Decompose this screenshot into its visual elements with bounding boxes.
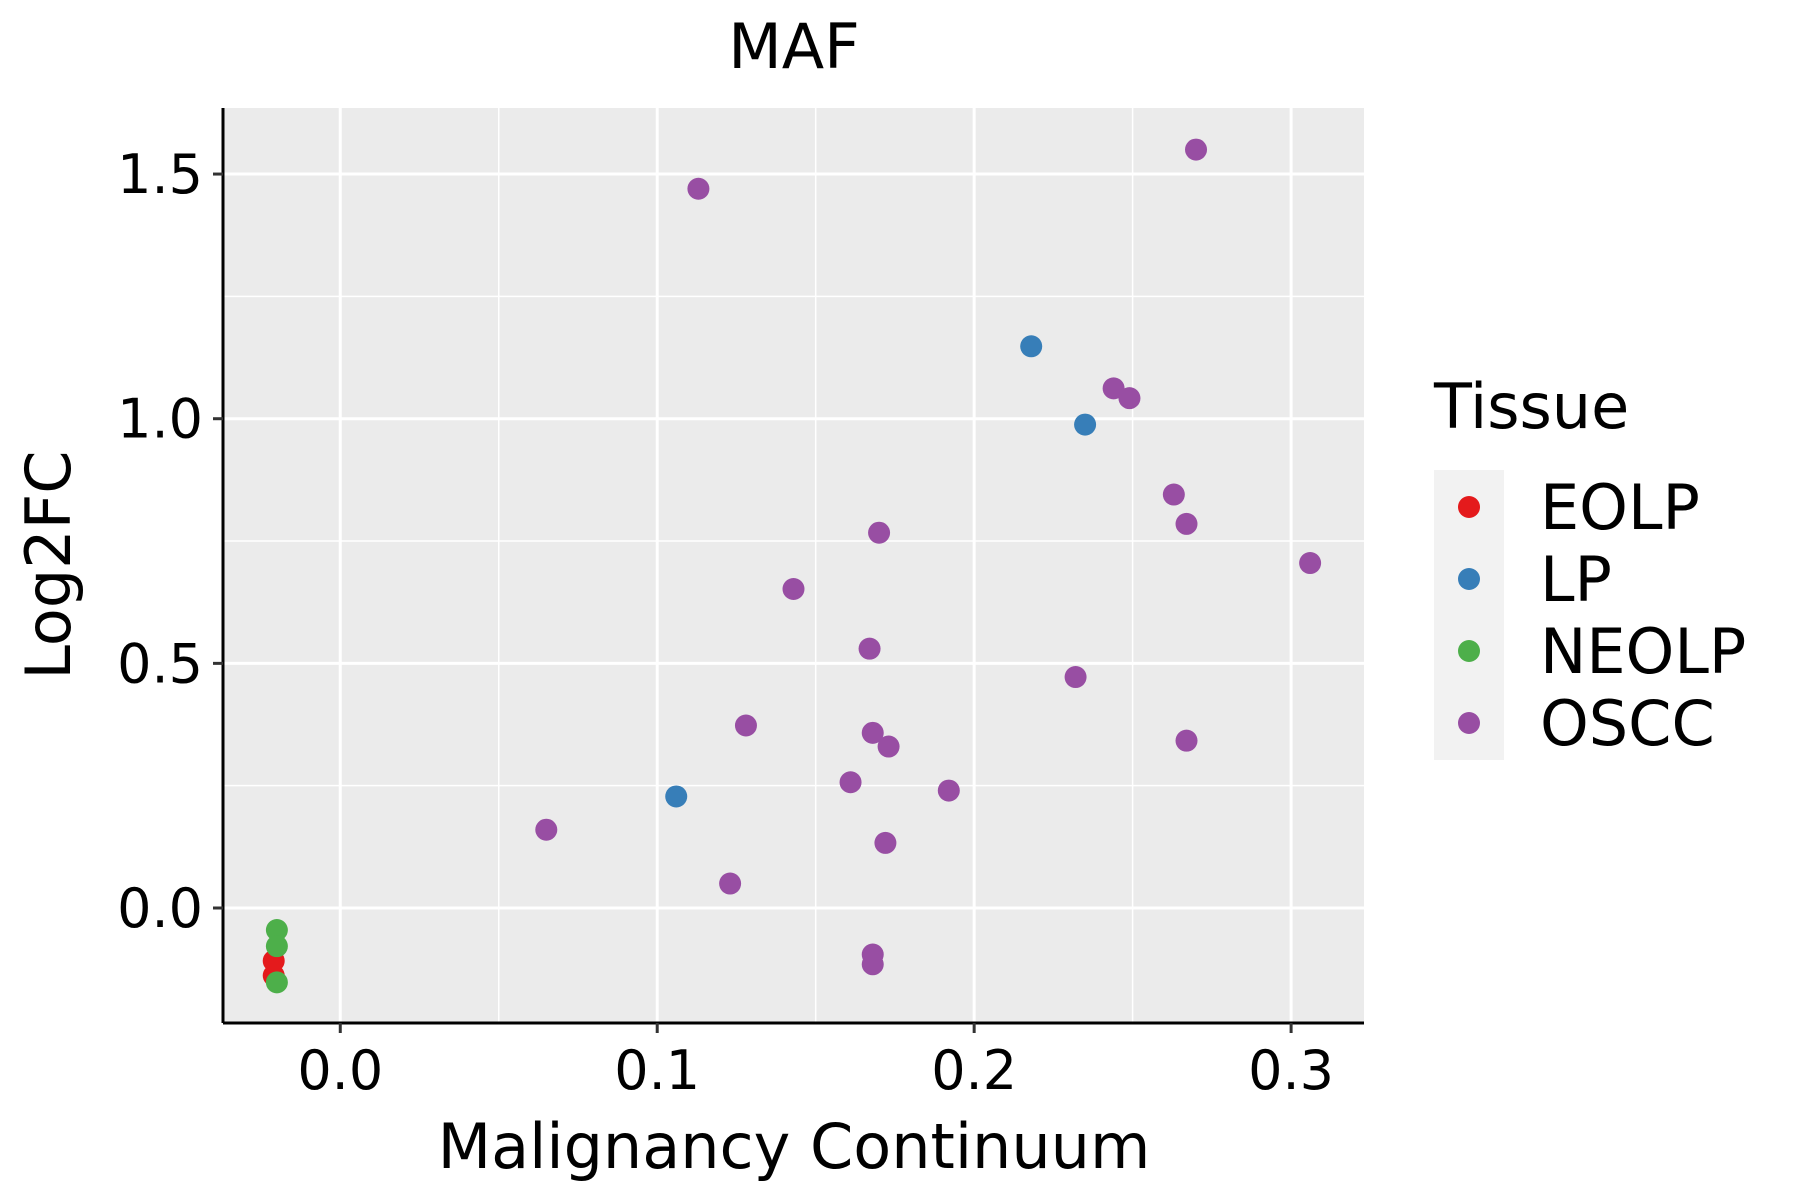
legend-key-eolp xyxy=(1458,496,1480,518)
point-oscc xyxy=(1175,512,1198,535)
legend-label-oscc: OSCC xyxy=(1540,687,1715,760)
x-tick-label: 0.1 xyxy=(614,1039,700,1102)
chart-title: MAF xyxy=(728,10,860,83)
point-oscc xyxy=(1162,483,1185,506)
point-lp xyxy=(1020,335,1043,358)
minor-gridlines xyxy=(223,108,1364,1023)
legend-key-oscc xyxy=(1458,712,1480,734)
point-oscc xyxy=(535,818,558,841)
y-axis-title: Log2FC xyxy=(12,450,85,679)
point-oscc xyxy=(937,779,960,802)
point-neolp xyxy=(265,971,288,994)
point-oscc xyxy=(868,521,891,544)
point-oscc xyxy=(782,577,805,600)
point-oscc xyxy=(1064,666,1087,689)
point-lp xyxy=(1074,413,1097,436)
legend-key-background xyxy=(1434,470,1504,760)
legend-label-neolp: NEOLP xyxy=(1540,615,1746,688)
y-tick-label: 1.5 xyxy=(117,143,203,206)
x-tick-label: 0.3 xyxy=(1248,1039,1334,1102)
y-tick-label: 0.0 xyxy=(117,877,203,940)
point-oscc xyxy=(874,831,897,854)
x-axis-title: Malignancy Continuum xyxy=(438,1110,1151,1183)
y-tick-label: 0.5 xyxy=(117,632,203,695)
legend-label-eolp: EOLP xyxy=(1540,471,1700,544)
point-oscc xyxy=(861,721,884,744)
point-oscc xyxy=(1102,377,1125,400)
legend-label-lp: LP xyxy=(1540,543,1612,616)
point-oscc xyxy=(839,771,862,794)
y-tick-label: 1.0 xyxy=(117,388,203,451)
data-points xyxy=(262,138,1322,994)
point-oscc xyxy=(687,177,710,200)
point-neolp xyxy=(265,919,288,942)
y-axis-ticks: 0.0 0.5 1.0 1.5 xyxy=(117,143,223,940)
major-gridlines xyxy=(223,108,1364,1023)
point-oscc xyxy=(1299,552,1322,575)
point-oscc xyxy=(719,872,742,895)
point-oscc xyxy=(1185,138,1208,161)
point-oscc xyxy=(734,714,757,737)
point-neolp xyxy=(265,935,288,958)
point-oscc xyxy=(858,637,881,660)
point-oscc xyxy=(877,735,900,758)
legend-key-neolp xyxy=(1458,640,1480,662)
point-oscc xyxy=(861,953,884,976)
x-axis-ticks: 0.0 0.1 0.2 0.3 xyxy=(297,1023,1334,1102)
point-lp xyxy=(665,785,688,808)
point-oscc xyxy=(1175,729,1198,752)
plot-panel xyxy=(223,108,1364,1023)
legend-key-lp xyxy=(1458,568,1480,590)
x-tick-label: 0.2 xyxy=(931,1039,1017,1102)
point-oscc xyxy=(1118,387,1141,410)
legend-title: Tissue xyxy=(1433,370,1629,443)
x-tick-label: 0.0 xyxy=(297,1039,383,1102)
